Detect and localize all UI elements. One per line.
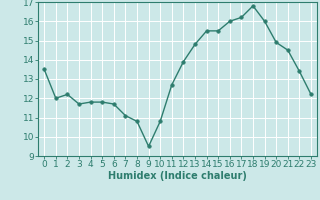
X-axis label: Humidex (Indice chaleur): Humidex (Indice chaleur) xyxy=(108,171,247,181)
